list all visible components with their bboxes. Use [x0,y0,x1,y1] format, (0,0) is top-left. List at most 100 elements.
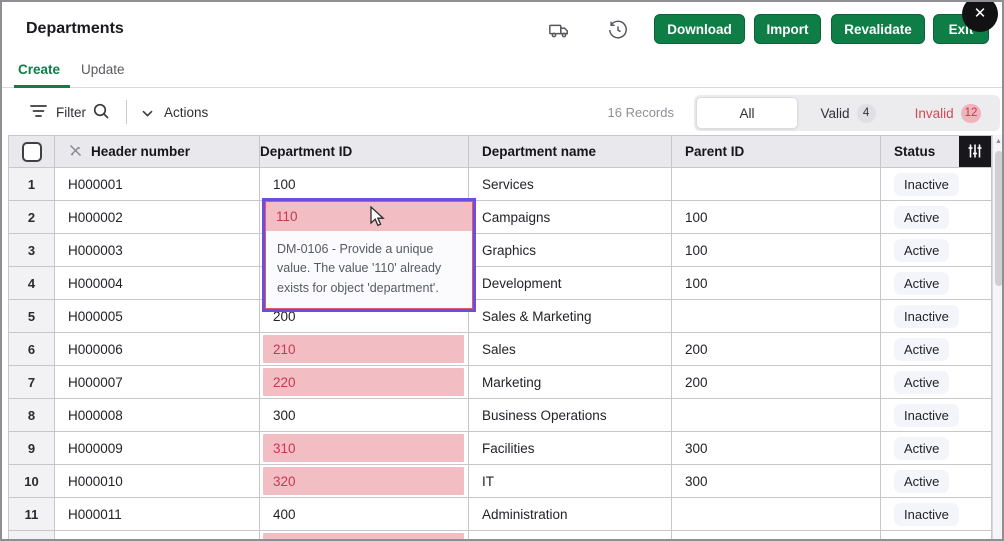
parent-id-cell[interactable] [672,498,881,531]
parent-id-cell[interactable]: 200 [672,333,881,366]
status-cell[interactable]: Active [881,201,992,234]
department-name-cell[interactable]: Campaigns [469,201,672,234]
column-header-number[interactable]: Header number [55,135,260,168]
status-cell[interactable]: Inactive [881,168,992,201]
department-name-cell[interactable]: Sales [469,333,672,366]
parent-id-cell[interactable]: 100 [672,201,881,234]
parent-id-cell[interactable] [672,168,881,201]
status-cell[interactable]: Active [881,234,992,267]
parent-id-cell[interactable]: 200 [672,366,881,399]
parent-id-cell[interactable]: 300 [672,432,881,465]
department-name-cell[interactable] [469,531,672,539]
department-id-cell[interactable]: 100 [260,168,469,201]
revalidate-button[interactable]: Revalidate [831,14,925,44]
close-button[interactable]: ✕ [962,2,998,32]
row-number-cell[interactable]: 5 [8,300,55,333]
invalid-value-cell[interactable]: 110 [266,202,472,231]
parent-id-cell[interactable] [672,300,881,333]
import-button[interactable]: Import [754,14,821,44]
parent-id-cell[interactable] [672,399,881,432]
column-department-name[interactable]: Department name [469,135,672,168]
status-badge: Active [894,205,950,229]
header-number-cell[interactable]: H000001 [55,168,260,201]
row-number-cell[interactable] [8,531,55,539]
tab-update[interactable]: Update [81,62,125,77]
department-name-cell[interactable]: Graphics [469,234,672,267]
toolbar: Filter Actions 16 Records All Valid 4 [2,89,1002,135]
status-cell[interactable]: Active [881,267,992,300]
status-cell[interactable]: Active [881,333,992,366]
department-name-cell[interactable]: Business Operations [469,399,672,432]
parent-id-cell[interactable]: 100 [672,267,881,300]
header-number-cell[interactable]: H000004 [55,267,260,300]
department-id-cell[interactable]: 300 [260,399,469,432]
department-name-cell[interactable]: Marketing [469,366,672,399]
department-name-cell[interactable]: Sales & Marketing [469,300,672,333]
segment-invalid[interactable]: Invalid 12 [898,97,998,129]
segment-all[interactable]: All [696,97,798,129]
row-number-cell[interactable]: 11 [8,498,55,531]
department-id-cell[interactable]: 310 [260,432,469,465]
department-id-cell[interactable] [260,531,469,539]
status-cell[interactable]: Active [881,432,992,465]
header-number-cell[interactable]: H000008 [55,399,260,432]
department-id-cell[interactable]: 320 [260,465,469,498]
department-name-cell[interactable]: Facilities [469,432,672,465]
select-all-checkbox[interactable] [21,141,42,162]
segment-invalid-label: Invalid [914,105,954,121]
history-icon[interactable] [607,19,629,41]
table-header-row: Header number Department ID Department n… [8,135,992,168]
header-number-cell[interactable]: H000006 [55,333,260,366]
department-name-cell[interactable]: Services [469,168,672,201]
column-settings-button[interactable] [959,136,991,167]
download-button[interactable]: Download [654,14,745,44]
row-number-cell[interactable]: 1 [8,168,55,201]
header-number-cell[interactable]: H000009 [55,432,260,465]
department-id-cell[interactable]: 400 [260,498,469,531]
parent-id-cell[interactable] [672,531,881,539]
department-name-cell[interactable]: IT [469,465,672,498]
column-parent-id[interactable]: Parent ID [672,135,881,168]
status-cell[interactable]: Active [881,366,992,399]
status-cell[interactable]: Inactive [881,498,992,531]
row-number-cell[interactable]: 7 [8,366,55,399]
header-number-cell[interactable]: H000002 [55,201,260,234]
toolbar-divider [126,100,127,124]
department-id-cell[interactable]: 210 [260,333,469,366]
row-number-cell[interactable]: 3 [8,234,55,267]
header-number-cell[interactable]: H000005 [55,300,260,333]
row-number-cell[interactable]: 4 [8,267,55,300]
vertical-scrollbar[interactable]: ▲ [992,135,1002,539]
segment-valid[interactable]: Valid 4 [798,97,898,129]
tab-create[interactable]: Create [18,62,61,77]
department-name-cell[interactable]: Development [469,267,672,300]
row-number-cell[interactable]: 8 [8,399,55,432]
scrollbar-thumb[interactable] [995,151,1002,286]
filter-button[interactable]: Filter [30,89,86,135]
status-cell[interactable]: Inactive [881,300,992,333]
row-number-cell[interactable]: 10 [8,465,55,498]
actions-menu[interactable]: Actions [142,89,208,135]
header-number-cell[interactable]: H000010 [55,465,260,498]
department-id-cell[interactable]: 220 [260,366,469,399]
parent-id-cell[interactable]: 100 [672,234,881,267]
status-badge: Inactive [894,304,959,328]
header-number-cell[interactable] [55,531,260,539]
column-status[interactable]: Status [881,135,992,168]
truck-icon[interactable] [548,19,570,41]
header-number-cell[interactable]: H000003 [55,234,260,267]
department-name-cell[interactable]: Administration [469,498,672,531]
row-number-cell[interactable]: 9 [8,432,55,465]
status-badge: Active [894,337,950,361]
parent-id-cell[interactable]: 300 [672,465,881,498]
header-number-cell[interactable]: H000011 [55,498,260,531]
row-number-cell[interactable]: 6 [8,333,55,366]
scroll-up-arrow-icon[interactable]: ▲ [995,138,1002,145]
status-cell[interactable]: Active [881,465,992,498]
status-cell[interactable]: Inactive [881,399,992,432]
status-cell[interactable] [881,531,992,539]
row-number-cell[interactable]: 2 [8,201,55,234]
search-button[interactable] [92,89,110,135]
column-department-id[interactable]: Department ID [260,135,469,168]
header-number-cell[interactable]: H000007 [55,366,260,399]
